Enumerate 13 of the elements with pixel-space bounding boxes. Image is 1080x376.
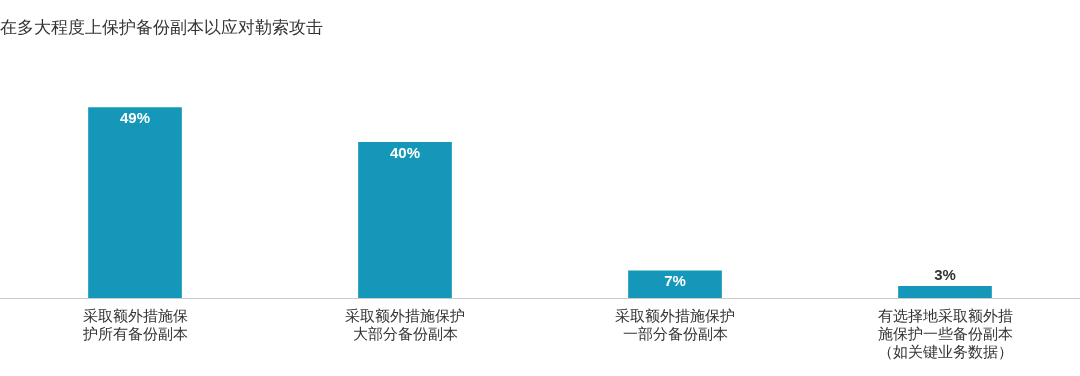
bar — [358, 142, 452, 298]
data-label: 7% — [664, 272, 686, 290]
bar — [88, 107, 182, 298]
x-tick-label: 有选择地采取额外措施保护一些备份副本（如关键业务数据） — [877, 307, 1013, 361]
chart-title: 在多大程度上保护备份副本以应对勒索攻击 — [0, 17, 323, 37]
bar — [898, 286, 992, 298]
data-label: 49% — [119, 109, 151, 127]
x-tick-label: 采取额外措施保护一部分备份副本 — [615, 307, 735, 343]
data-label: 40% — [389, 144, 421, 162]
bar — [628, 270, 722, 298]
x-tick-label: 采取额外措施保护所有备份副本 — [81, 307, 188, 343]
x-tick-label: 采取额外措施保护大部分备份副本 — [345, 307, 465, 343]
data-label: 3% — [934, 265, 956, 283]
